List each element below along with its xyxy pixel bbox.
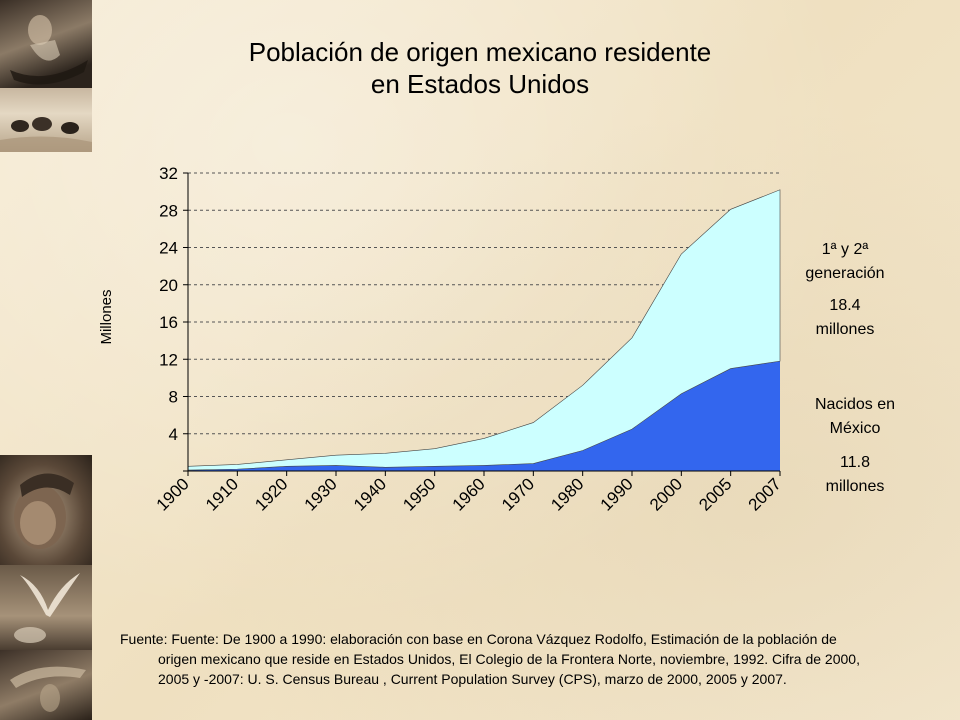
x-tick-label: 1910 xyxy=(202,474,242,514)
y-tick-label: 28 xyxy=(159,201,178,220)
photo-couple-boat xyxy=(0,0,92,88)
y-tick-label: 20 xyxy=(159,276,178,295)
x-tick-label: 2005 xyxy=(695,474,735,514)
generation-label-2: generación xyxy=(805,265,885,282)
source-note: Fuente: Fuente: De 1900 a 1990: elaborac… xyxy=(120,629,960,689)
area-series-0 xyxy=(188,361,780,471)
source-line-2: origen mexicano que reside en Estados Un… xyxy=(158,651,860,667)
x-tick-label: 2007 xyxy=(745,474,785,514)
y-tick-labels: 4 8 12 16 20 24 28 32 xyxy=(159,164,178,444)
people-desert-icon xyxy=(0,117,92,152)
axes xyxy=(183,172,781,476)
photo-dancers xyxy=(0,650,92,720)
generation-unit: millones xyxy=(815,321,875,338)
photo-people-desert xyxy=(0,88,92,152)
born-unit: millones xyxy=(825,478,885,495)
y-tick-label: 24 xyxy=(159,239,178,258)
areas xyxy=(187,189,781,471)
x-tick-label: 1900 xyxy=(153,474,193,514)
x-tick-label: 1970 xyxy=(498,474,538,514)
x-tick-labels: 1900 1910 1920 1930 1940 1950 1960 1970 1980 1990… xyxy=(153,474,785,514)
x-tick-label: 1980 xyxy=(547,474,587,514)
y-tick-label: 4 xyxy=(169,425,178,444)
source-line-3: 2005 y -2007: U. S. Census Bureau , Curr… xyxy=(158,671,787,687)
generation-annotation: 1ª y 2ª generación 18.4 millones xyxy=(790,238,900,342)
photo-child-portrait xyxy=(0,455,92,565)
x-tick-label: 1930 xyxy=(301,474,341,514)
x-tick-label: 1990 xyxy=(597,474,637,514)
x-tick-label: 1920 xyxy=(251,474,291,514)
source-line-1: Fuente: Fuente: De 1900 a 1990: elaborac… xyxy=(120,631,837,647)
y-axis-label: Millones xyxy=(98,289,115,344)
photo-bird-wings xyxy=(0,565,92,650)
chart-title: Población de origen mexicano residente e… xyxy=(150,36,810,100)
born-label-1: Nacidos en xyxy=(814,396,896,413)
x-tick-label: 1950 xyxy=(399,474,439,514)
x-tick-label: 2000 xyxy=(646,474,686,514)
y-tick-label: 12 xyxy=(159,350,178,369)
title-line-2: en Estados Unidos xyxy=(370,69,590,99)
child-portrait-icon xyxy=(14,473,74,549)
born-value: 11.8 xyxy=(840,454,870,471)
x-tick-label: 1960 xyxy=(449,474,489,514)
x-tick-label: 1940 xyxy=(350,474,390,514)
born-label-2: México xyxy=(829,420,881,437)
generation-value: 18.4 xyxy=(829,297,861,314)
couple-boat-icon xyxy=(10,15,88,85)
generation-label-1: 1ª y 2ª xyxy=(821,241,869,258)
bird-wings-icon xyxy=(14,573,80,643)
y-tick-label: 8 xyxy=(169,388,178,407)
dancers-icon xyxy=(10,666,86,712)
y-tick-label: 32 xyxy=(159,164,178,183)
area-series-1 xyxy=(187,189,781,471)
y-tick-label: 16 xyxy=(159,313,178,332)
title-line-1: Población de origen mexicano residente xyxy=(248,37,712,67)
born-in-mexico-annotation: Nacidos en México 11.8 millones xyxy=(795,393,915,499)
